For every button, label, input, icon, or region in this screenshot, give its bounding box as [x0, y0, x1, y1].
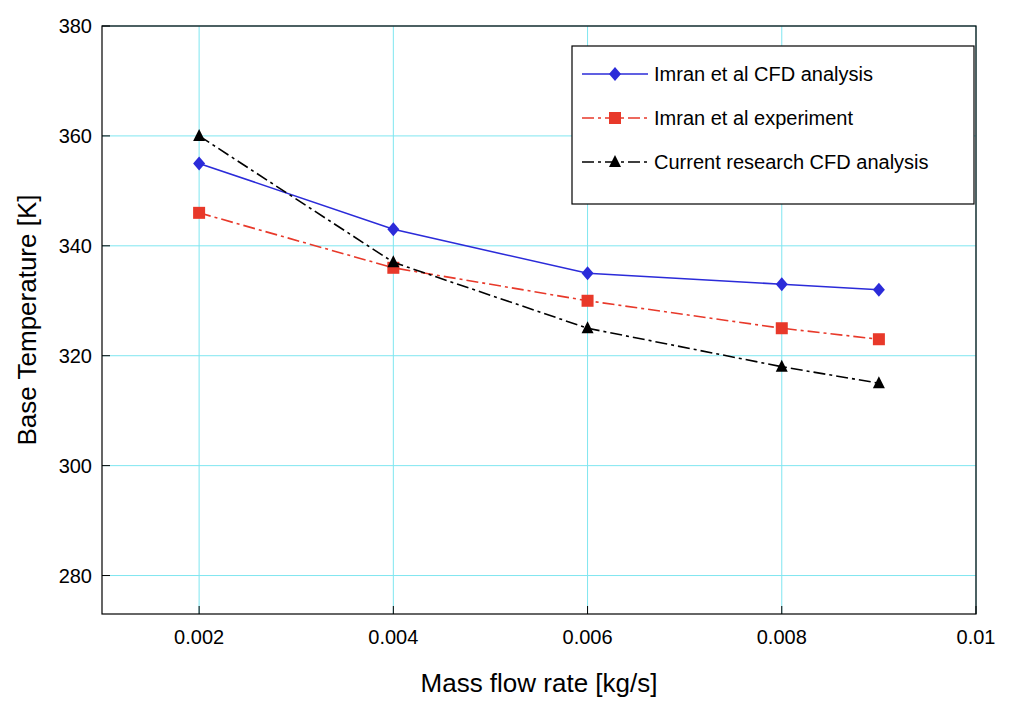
data-point	[193, 207, 205, 219]
legend-label: Imran et al experiment	[654, 107, 853, 129]
legend-label: Imran et al CFD analysis	[654, 63, 873, 85]
legend-marker	[609, 67, 621, 81]
legend-box	[572, 46, 974, 204]
data-point	[582, 321, 594, 333]
legend-label: Current research CFD analysis	[654, 151, 929, 173]
plot-area	[102, 26, 976, 614]
x-tick-label: 0.002	[174, 626, 224, 648]
x-tick	[587, 606, 588, 614]
y-grid-line	[102, 355, 976, 356]
y-tick	[102, 355, 110, 356]
x-tick-label: 0.01	[957, 626, 996, 648]
y-tick-label: 380	[59, 15, 92, 37]
y-grid-line	[102, 465, 976, 466]
y-tick	[102, 575, 110, 576]
data-point	[873, 376, 885, 388]
data-point	[776, 277, 788, 291]
y-tick	[102, 135, 110, 136]
data-point	[776, 322, 788, 334]
data-point	[193, 129, 205, 141]
plot-frame	[102, 26, 976, 614]
series-line	[199, 213, 879, 339]
data-point	[873, 283, 885, 297]
y-grid-line	[102, 575, 976, 576]
y-tick	[102, 465, 110, 466]
y-tick-label: 340	[59, 235, 92, 257]
legend-marker	[609, 155, 621, 167]
x-grid-line	[393, 26, 394, 614]
y-grid-line	[102, 245, 976, 246]
data-point	[582, 295, 594, 307]
y-tick	[102, 245, 110, 246]
x-axis-label: Mass flow rate [kg/s]	[421, 668, 658, 698]
y-axis-label: Base Temperature [K]	[12, 195, 42, 446]
x-tick	[199, 606, 200, 614]
x-tick-label: 0.008	[757, 626, 807, 648]
data-point	[776, 360, 788, 372]
data-point	[193, 156, 205, 170]
data-point	[387, 222, 399, 236]
x-tick	[393, 606, 394, 614]
x-tick-label: 0.004	[368, 626, 418, 648]
y-tick-label: 300	[59, 455, 92, 477]
legend-marker	[609, 112, 621, 124]
data-point	[387, 255, 399, 267]
x-tick-label: 0.006	[563, 626, 613, 648]
legend: Imran et al CFD analysis Imran et al expe…	[572, 46, 974, 204]
y-tick-label: 280	[59, 565, 92, 587]
y-tick-label: 360	[59, 125, 92, 147]
data-point	[582, 266, 594, 280]
x-grid-line	[199, 26, 200, 614]
x-tick	[781, 606, 782, 614]
chart: 0.002 0.004 0.006 0.008 0.01 280 300 320 340 360 3…	[0, 0, 1024, 707]
y-tick-label: 320	[59, 345, 92, 367]
data-point	[873, 333, 885, 345]
